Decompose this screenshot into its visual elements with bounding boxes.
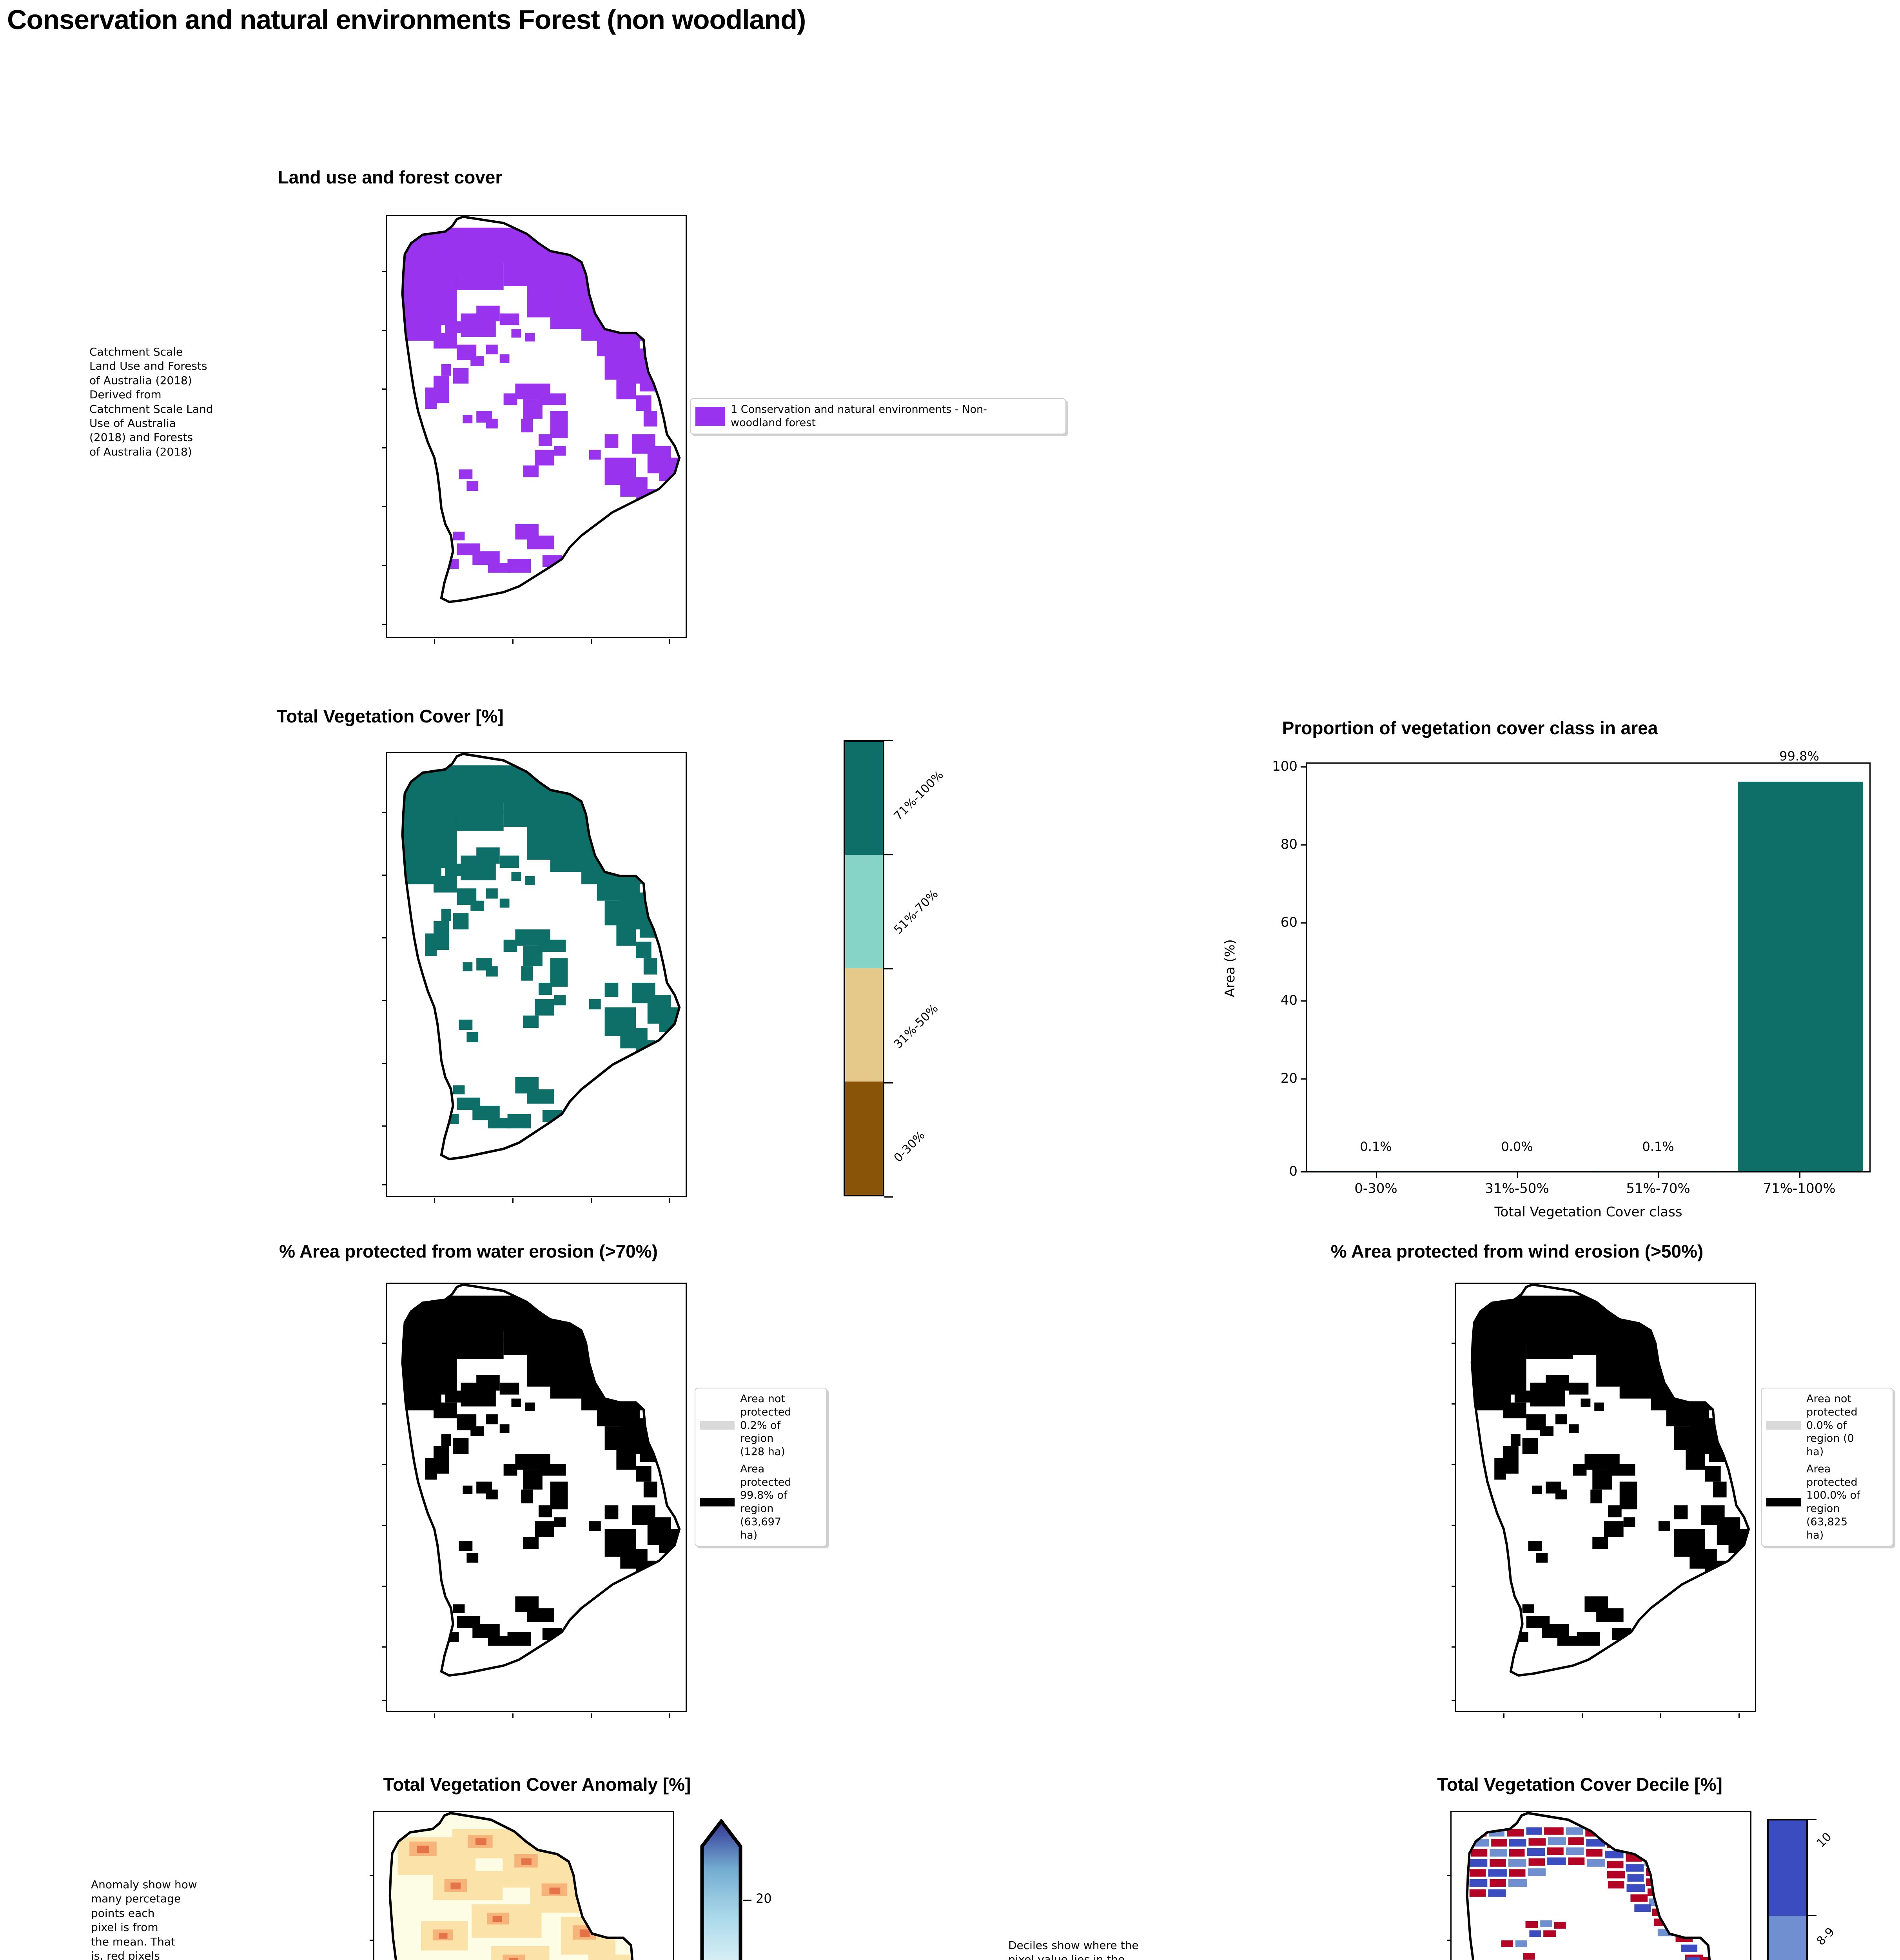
wind-erosion-raster [1472, 1296, 1748, 1668]
cbar-label-decile-10: 10 [1814, 1830, 1835, 1850]
bar-chart-xlabel: Total Vegetation Cover class [1494, 1204, 1682, 1220]
ytick-label-60: 60 [1280, 915, 1298, 930]
decile-side-note: Deciles show where the pixel value lies … [1008, 1939, 1139, 1960]
panel-title-water-erosion: % Area protected from water erosion (>70… [279, 1241, 658, 1261]
chart-title-proportion: Proportion of vegetation cover class in … [1282, 718, 1658, 738]
bar-chart-ylabel: Area (%) [1222, 939, 1238, 997]
legend-row: 1 Conservation and natural environments … [695, 403, 1061, 430]
cbar-label-31-50: 31%-50% [891, 1002, 941, 1051]
xtick-label-51-70: 51%-70% [1626, 1181, 1690, 1196]
legend-swatch-nonwoodland-forest [695, 407, 725, 426]
cbar-seg-0-30 [845, 1082, 883, 1195]
legend-label-protected-wind: Area protected 100.0% of region (63,825 … [1806, 1463, 1860, 1541]
map-decile[interactable] [1447, 1811, 1751, 1960]
decile-raster [1467, 1813, 1744, 1960]
region-outline [1470, 1284, 1750, 1677]
region-outline [1466, 1812, 1711, 1960]
page-title: Conservation and natural environments Fo… [7, 4, 806, 35]
map-land-use-svg [401, 216, 681, 603]
legend-label-not-protected-water: Area not protected 0.2% of region (128 h… [740, 1393, 791, 1458]
map-total-veg-cover-canvas [387, 753, 686, 1196]
cbar-seg-31-50 [845, 968, 883, 1082]
cbar-seg-decile-8-9 [1769, 1916, 1806, 1960]
region-outline [401, 753, 681, 1161]
cbar-seg-71-100 [845, 742, 883, 855]
region-outline [388, 1812, 634, 1960]
legend-swatch-protected-water [700, 1498, 735, 1506]
water-erosion-raster [402, 1296, 679, 1668]
legend-row: Area protected 99.8% of region (63,697 h… [700, 1463, 822, 1542]
legend-swatch-protected-wind [1766, 1498, 1801, 1506]
xtick-label-31-50: 31%-50% [1485, 1181, 1549, 1196]
land-use-side-note: Catchment Scale Land Use and Forests of … [89, 345, 213, 458]
panel-title-decile: Total Vegetation Cover Decile [%] [1437, 1774, 1722, 1795]
legend-land-use[interactable]: 1 Conservation and natural environments … [690, 398, 1066, 434]
cbar-label-71-100: 71%-100% [891, 768, 946, 823]
bar-chart-plot-area[interactable] [1306, 762, 1871, 1172]
map-anomaly-canvas [374, 1812, 673, 1960]
map-land-use[interactable] [382, 215, 687, 644]
colorbar-decile[interactable] [1767, 1819, 1808, 1960]
region-outline [401, 1284, 681, 1677]
map-decile-svg [1466, 1812, 1744, 1960]
bar-value-0-30: 0.1% [1360, 1139, 1392, 1154]
legend-label-not-protected-wind: Area not protected 0.0% of region (0 ha) [1806, 1393, 1858, 1458]
bar-value-51-70: 0.1% [1642, 1139, 1674, 1154]
total-veg-cover-raster [402, 765, 679, 1151]
ytick-label-80: 80 [1280, 837, 1298, 852]
map-wind-erosion-svg [1470, 1284, 1750, 1677]
cbar-anomaly-tick-20: 20 [756, 1891, 772, 1906]
map-wind-erosion-canvas [1456, 1284, 1755, 1711]
anomaly-side-note: Anomaly show how many percetage points e… [91, 1878, 197, 1960]
map-total-veg-cover-svg [401, 753, 681, 1161]
cbar-label-0-30: 0-30% [891, 1128, 928, 1165]
land-use-raster [402, 227, 679, 594]
bar-value-71-100: 99.8% [1779, 749, 1819, 764]
map-anomaly-svg [388, 1812, 667, 1960]
map-land-use-canvas [387, 216, 686, 637]
ytick-label-20: 20 [1280, 1071, 1298, 1086]
colorbar-anomaly[interactable] [700, 1819, 743, 1960]
map-anomaly[interactable] [370, 1811, 674, 1960]
cbar-label-decile-8-9: 8-9 [1814, 1925, 1838, 1948]
panel-title-land-use: Land use and forest cover [278, 167, 503, 187]
cbar-seg-decile-10 [1769, 1820, 1806, 1916]
colorbar-anomaly-body [700, 1819, 742, 1960]
map-decile-canvas [1452, 1812, 1750, 1960]
panel-title-anomaly: Total Vegetation Cover Anomaly [%] [383, 1774, 691, 1795]
ytick-label-0: 0 [1289, 1163, 1298, 1179]
bar-71-100[interactable] [1738, 782, 1863, 1171]
xtick-label-71-100: 71%-100% [1763, 1181, 1836, 1196]
legend-row: Area protected 100.0% of region (63,825 … [1766, 1463, 1888, 1542]
legend-swatch-not-protected-water [700, 1421, 735, 1430]
panel-title-wind-erosion: % Area protected from wind erosion (>50%… [1330, 1241, 1704, 1261]
map-water-erosion[interactable] [382, 1283, 687, 1718]
xtick-label-0-30: 0-30% [1354, 1181, 1397, 1196]
panel-title-total-veg-cover: Total Vegetation Cover [%] [276, 706, 504, 726]
bar-value-31-50: 0.0% [1501, 1139, 1533, 1154]
legend-label-nonwoodland-forest: 1 Conservation and natural environments … [731, 403, 987, 429]
legend-water-erosion[interactable]: Area not protected 0.2% of region (128 h… [695, 1388, 827, 1547]
cbar-label-51-70: 51%-70% [891, 887, 941, 937]
legend-label-protected-water: Area protected 99.8% of region (63,697 h… [740, 1463, 791, 1541]
map-water-erosion-canvas [387, 1284, 686, 1711]
legend-row: Area not protected 0.0% of region (0 ha) [1766, 1392, 1888, 1459]
colorbar-total-veg-cover[interactable] [844, 740, 884, 1196]
map-wind-erosion[interactable] [1452, 1283, 1756, 1718]
legend-row: Area not protected 0.2% of region (128 h… [700, 1392, 822, 1459]
map-total-veg-cover[interactable] [382, 752, 687, 1203]
region-outline [401, 216, 681, 603]
legend-wind-erosion[interactable]: Area not protected 0.0% of region (0 ha)… [1761, 1388, 1893, 1547]
ytick-label-100: 100 [1272, 759, 1298, 774]
ytick-label-40: 40 [1280, 993, 1298, 1008]
anomaly-raster [390, 1813, 667, 1960]
cbar-seg-51-70 [845, 855, 883, 968]
legend-swatch-not-protected-wind [1766, 1421, 1801, 1430]
map-water-erosion-svg [401, 1284, 681, 1677]
